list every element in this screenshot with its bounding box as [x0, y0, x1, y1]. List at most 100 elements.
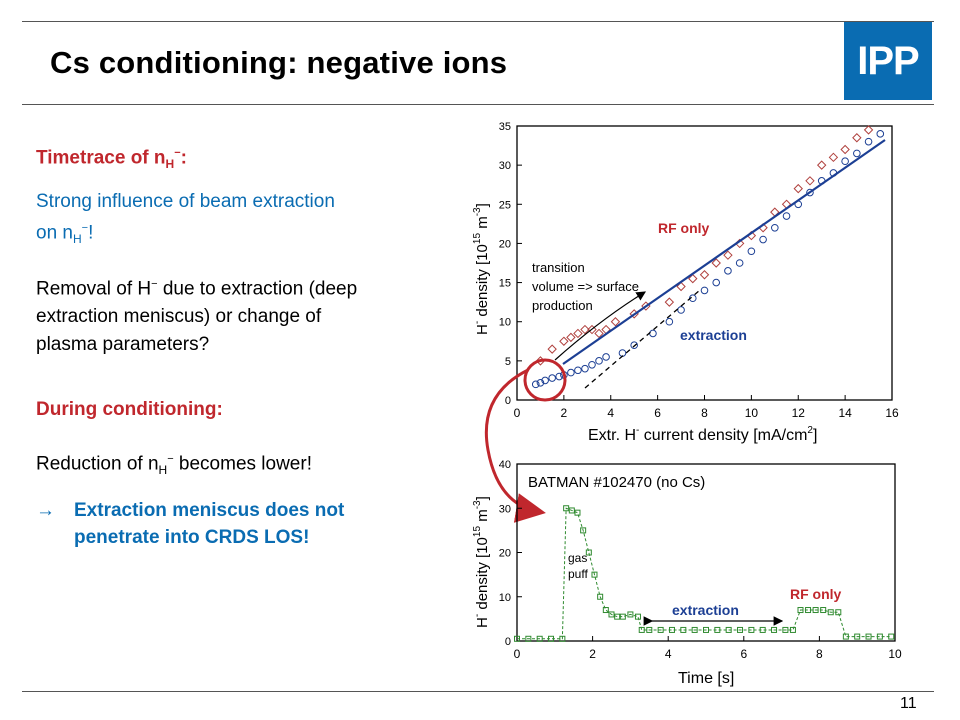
scatter-ytick-label: 15 — [499, 278, 511, 290]
rf-only-point — [580, 324, 590, 335]
scatter-ytick-label: 20 — [499, 238, 511, 250]
timetrace-point — [619, 613, 626, 620]
scatter-ylabel: H- density [1015 m-3] — [472, 203, 491, 335]
timetrace-point — [725, 626, 732, 633]
removal-line1: Removal of H− due to extraction (deep — [36, 270, 357, 303]
transition-label-1: transition — [532, 260, 585, 275]
ipp-logo: IPP — [844, 22, 932, 100]
timetrace-point — [668, 626, 675, 633]
timetrace-point — [714, 626, 721, 633]
timetrace-point — [771, 626, 778, 633]
extraction-point — [555, 372, 563, 381]
timetrace-point — [680, 626, 687, 633]
extraction-point — [548, 374, 556, 382]
rf-only-point — [594, 328, 604, 339]
rf-only-point — [699, 270, 710, 280]
scatter-ytick-label: 25 — [499, 199, 511, 211]
timetrace-point — [627, 611, 634, 618]
timetrace-point — [691, 626, 698, 633]
scatter-ytick-label: 0 — [505, 395, 511, 407]
removal-sup: − — [151, 278, 158, 290]
top-rule — [22, 21, 934, 22]
timetrace-point — [614, 613, 621, 620]
influence-text: Strong influence of beam extraction on n… — [36, 188, 335, 253]
timetrace-point — [608, 611, 615, 618]
influence-line2-text: on n — [36, 222, 73, 244]
scatter-xlabel: Extr. H- current density [mA/cm2] — [588, 425, 817, 444]
extraction-point — [677, 306, 685, 314]
extraction-fit-line — [562, 139, 886, 365]
slide-title: Cs conditioning: negative ions — [50, 45, 508, 80]
timetrace-point — [602, 607, 609, 614]
timetrace-point — [634, 613, 641, 620]
extraction-label: extraction — [680, 327, 747, 343]
rf-only-point — [587, 324, 597, 335]
scatter-xtick-label: 8 — [701, 406, 708, 420]
extraction-point — [630, 341, 638, 350]
extraction-point — [759, 235, 767, 244]
extraction-point — [735, 259, 744, 267]
heading-conditioning: During conditioning: — [36, 399, 223, 420]
timetrace-point — [842, 633, 849, 640]
extraction-point — [595, 357, 603, 365]
influence-line1: Strong influence of beam extraction — [36, 191, 335, 212]
scatter-xtick-label: 6 — [654, 406, 661, 420]
rf-only-point — [816, 160, 827, 170]
timetrace-ytick-label: 20 — [499, 548, 511, 560]
reduction-a: Reduction of n — [36, 453, 159, 475]
removal-text: Removal of H− due to extraction (deep ex… — [36, 270, 357, 359]
extraction-point — [531, 380, 540, 389]
rf-only-point — [863, 125, 874, 135]
influence-sub: H — [72, 232, 82, 247]
rf-only-point — [559, 336, 569, 346]
scatter-ytick-label: 35 — [499, 121, 511, 133]
rf-only-point — [852, 133, 862, 143]
timetrace-point — [597, 593, 604, 600]
rf-only-point — [610, 317, 621, 327]
timetrace-point — [782, 626, 789, 633]
influence-line2: on nH−! — [36, 215, 335, 253]
rf-only-point — [828, 152, 839, 163]
heading-timetrace-sup: − — [174, 147, 181, 159]
rf-only-point — [711, 258, 721, 268]
timetrace-xlabel: Time [s] — [678, 670, 734, 687]
timetrace-ytick-label: 10 — [499, 592, 511, 604]
timetrace-point — [820, 607, 827, 614]
timetrace-point — [812, 607, 819, 614]
rf-only-point — [840, 144, 850, 155]
timetrace-point — [568, 507, 575, 514]
timetrace-point — [548, 635, 555, 642]
timetrace-rf-only-label: RF only — [790, 586, 842, 602]
timetrace-chart: 0 10 20 30 40 0 2 4 6 8 10 BATMAN #102470 (no Cs)… — [472, 459, 902, 687]
timetrace-xtick-label: 2 — [589, 647, 596, 661]
timetrace-point — [759, 626, 766, 633]
extraction-point — [649, 329, 657, 338]
timetrace-point — [580, 527, 587, 534]
transition-label-3: production — [532, 298, 593, 313]
rf-only-point — [566, 332, 576, 343]
scatter-xtick-label: 4 — [607, 406, 614, 420]
heading-timetrace-text: Timetrace of n — [36, 147, 166, 169]
extraction-point — [771, 223, 779, 232]
timetrace-point — [703, 626, 709, 633]
gas-label-1: gas — [568, 551, 587, 565]
timetrace-xtick-label: 0 — [514, 647, 521, 661]
heading-timetrace-end: : — [180, 147, 187, 169]
rf-only-point — [573, 328, 583, 339]
removal-line2: extraction meniscus) or change of — [36, 306, 322, 328]
removal-line3: plasma parameters? — [36, 334, 210, 356]
scatter-chart: 0 5 10 15 20 25 30 35 0 2 4 6 8 10 12 14 16 RF only ext… — [472, 121, 899, 444]
extraction-point — [541, 376, 549, 385]
timetrace-point — [865, 633, 872, 640]
surface-extrapolation-line — [584, 289, 701, 389]
timetrace-point — [748, 626, 755, 633]
scatter-xtick-label: 10 — [745, 406, 759, 420]
influence-sup: − — [81, 222, 89, 234]
page-number: 11 — [900, 695, 917, 712]
gas-label-2: puff — [568, 567, 588, 581]
conclusion-line2: penetrate into CRDS LOS! — [74, 527, 310, 548]
timetrace-xtick-label: 6 — [740, 647, 747, 661]
conclusion-line1: Extraction meniscus does not — [74, 500, 345, 521]
timetrace-point — [559, 635, 566, 642]
